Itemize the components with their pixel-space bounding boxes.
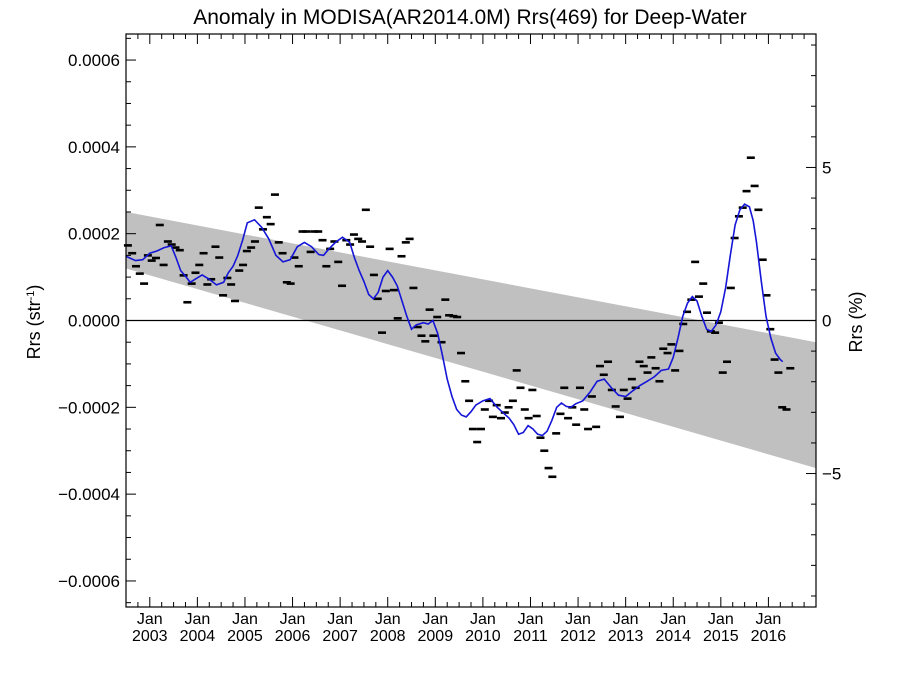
smoothed-line — [125, 203, 784, 437]
x-tick-label-year: 2013 — [608, 628, 644, 645]
y-axis-label-superscript: -1 — [25, 291, 37, 301]
x-tick-label-month: Jan — [375, 611, 401, 628]
x-tick-label-month: Jan — [660, 611, 686, 628]
x-tick-label-year: 2011 — [513, 628, 548, 645]
x-tick-label-month: Jan — [232, 611, 258, 628]
x-tick-label-year: 2009 — [418, 628, 454, 645]
x-tick-label-year: 2004 — [180, 628, 216, 645]
y2-tick-label: −5 — [822, 465, 841, 484]
x-tick-label-month: Jan — [470, 611, 496, 628]
confidence-band-layer — [126, 211, 816, 469]
y2-axis-ticks: 5 0 −5 — [806, 44, 841, 597]
x-tick-label-month: Jan — [327, 611, 353, 628]
x-tick-label-month: Jan — [518, 611, 544, 628]
x-tick-label-year: 2015 — [703, 628, 739, 645]
x-tick-label-month: Jan — [565, 611, 591, 628]
x-tick-label-month: Jan — [756, 611, 782, 628]
x-tick-label-year: 2010 — [465, 628, 501, 645]
x-tick-label-year: 2012 — [560, 628, 596, 645]
y2-tick-label: 5 — [822, 158, 831, 177]
y-tick-label: 0.0004 — [68, 138, 120, 157]
x-tick-label-year: 2007 — [322, 628, 358, 645]
x-tick-label-month: Jan — [137, 611, 163, 628]
y-tick-label: −0.0002 — [58, 398, 120, 417]
x-tick-label-month: Jan — [184, 611, 210, 628]
x-tick-label-year: 2008 — [370, 628, 406, 645]
chart-title: Anomaly in MODISA(AR2014.0M) Rrs(469) fo… — [193, 6, 747, 29]
y-tick-label: 0.0002 — [68, 225, 120, 244]
y-tick-label: −0.0004 — [58, 485, 120, 504]
y-axis-label-close: ) — [24, 285, 44, 291]
x-tick-label-year: 2006 — [275, 628, 311, 645]
confidence-band — [126, 211, 816, 469]
x-tick-label-month: Jan — [280, 611, 306, 628]
y-tick-label: 0.0006 — [68, 51, 120, 70]
x-tick-label-month: Jan — [708, 611, 734, 628]
smoothed-line-layer — [125, 203, 784, 437]
x-tick-label-year: 2003 — [132, 628, 168, 645]
x-tick-label-year: 2014 — [655, 628, 691, 645]
y2-tick-label: 0 — [822, 312, 831, 331]
x-tick-label-month: Jan — [422, 611, 448, 628]
y-axis-label: Rrs (str-1) — [24, 285, 44, 360]
x-tick-label-month: Jan — [613, 611, 639, 628]
y-axis-ticks: 0.0006 0.0004 0.0002 0.0000 −0.0002 −0.0004 −0… — [58, 37, 136, 604]
data-points-layer — [123, 156, 795, 479]
x-tick-label-year: 2016 — [751, 628, 787, 645]
y2-axis-label: Rrs (%) — [846, 292, 866, 353]
x-axis-ticks: Jan2003Jan2004Jan2005Jan2006Jan2007Jan20… — [125, 34, 817, 645]
x-tick-label-year: 2005 — [227, 628, 263, 645]
y-tick-label: −0.0006 — [58, 572, 120, 591]
y-tick-label: 0.0000 — [68, 312, 120, 331]
y-axis-label-main: Rrs (str — [24, 300, 44, 359]
